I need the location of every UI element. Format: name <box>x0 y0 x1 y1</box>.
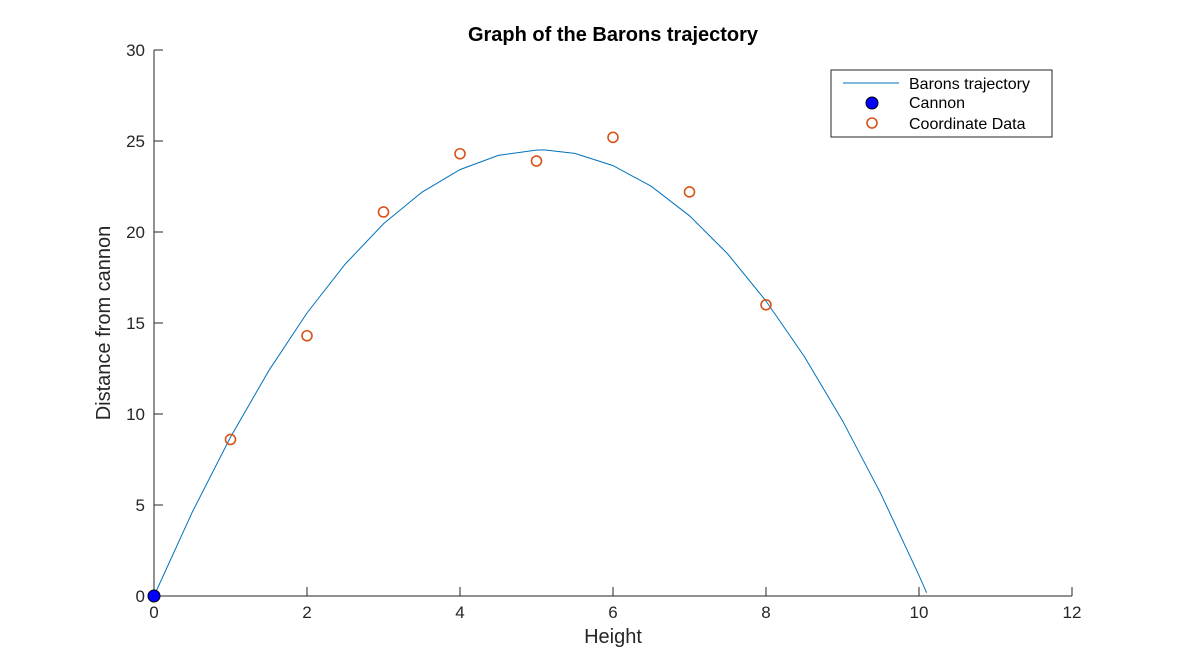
coordinate-data-point <box>760 298 772 311</box>
coordinate-data-point <box>377 206 390 218</box>
legend-label-cannon: Cannon <box>909 95 965 112</box>
y-tick-label: 15 <box>126 314 145 333</box>
x-tick-label: 10 <box>910 603 929 622</box>
x-ticks: 0 2 4 6 8 10 12 <box>149 587 1081 622</box>
legend-label-data: Coordinate Data <box>909 116 1026 133</box>
x-axis-label: Height <box>584 626 642 648</box>
x-tick-label: 8 <box>761 603 770 622</box>
legend: Barons trajectory Cannon Coordinate Data <box>830 69 1053 138</box>
plot-area <box>147 131 928 603</box>
x-tick-label: 0 <box>149 603 158 622</box>
legend-swatch-data <box>866 117 878 129</box>
coordinate-data-point <box>224 433 237 446</box>
coordinate-data-point <box>683 186 696 198</box>
y-tick-label: 30 <box>126 41 145 60</box>
y-tick-label: 5 <box>136 496 145 515</box>
legend-label-trajectory: Barons trajectory <box>909 76 1030 93</box>
chart-title: Graph of the Barons trajectory <box>468 24 759 46</box>
x-tick-label: 12 <box>1063 603 1082 622</box>
coordinate-data-point <box>530 155 543 167</box>
y-tick-label: 10 <box>126 405 145 424</box>
y-tick-label: 20 <box>126 223 145 242</box>
y-tick-label: 25 <box>126 132 145 151</box>
coordinate-data-point <box>454 147 466 160</box>
trajectory-line <box>153 149 928 597</box>
x-tick-label: 4 <box>455 603 464 622</box>
coordinate-data-point <box>301 329 313 342</box>
y-axis-label: Distance from cannon <box>93 226 115 421</box>
coordinate-data-point <box>607 131 619 144</box>
y-ticks: 0 5 10 15 20 25 30 <box>126 41 163 606</box>
y-tick-label: 0 <box>136 587 145 606</box>
cannon-point <box>147 589 161 603</box>
legend-swatch-cannon <box>865 96 879 110</box>
x-tick-label: 2 <box>302 603 311 622</box>
x-tick-label: 6 <box>608 603 617 622</box>
